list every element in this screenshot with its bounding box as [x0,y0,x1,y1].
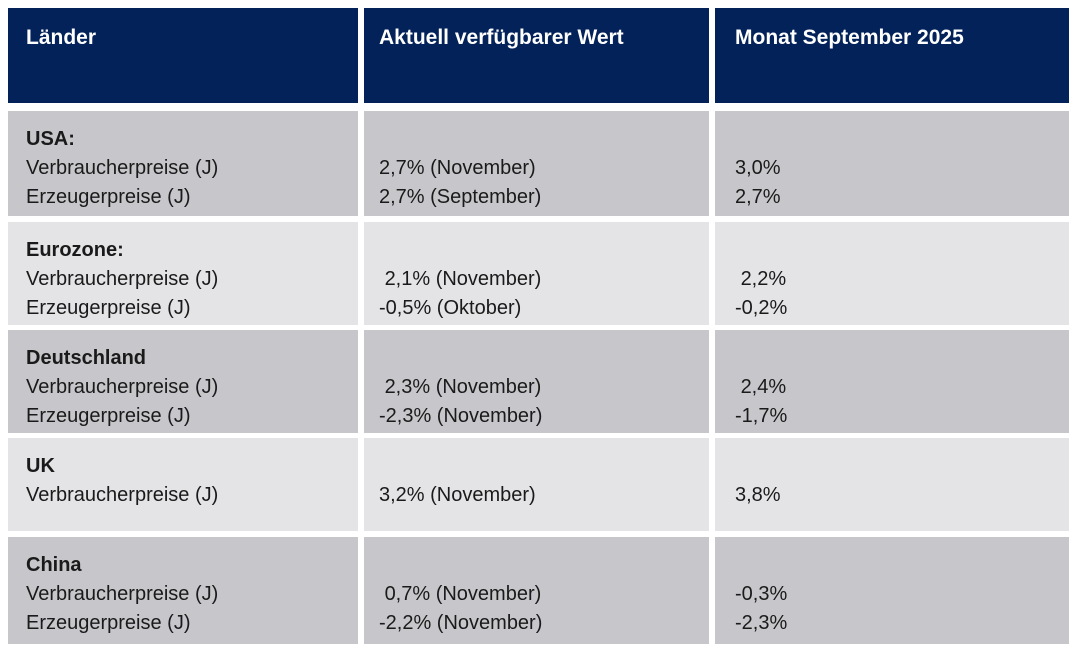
country-name: Deutschland [26,347,147,369]
header-label-september: Monat September 2025 [735,26,964,49]
spacer [735,236,1061,265]
spacer [379,344,701,373]
metric-labels: Verbraucherpreise (J) Erzeugerpreise (J) [26,157,219,208]
current-values: 2,3% (November) -2,3% (November) [379,376,543,427]
spacer [379,125,701,154]
september-cell: -0,3% -2,3% [715,537,1069,644]
spacer [379,452,701,481]
country-name: USA: [26,128,75,150]
spacer [735,551,1061,580]
country-cell: UK Verbraucherpreise (J) [8,438,358,531]
country-cell: USA: Verbraucherpreise (J) Erzeugerpreis… [8,111,358,216]
current-values: 0,7% (November) -2,2% (November) [379,583,543,634]
september-cell: 3,0% 2,7% [715,111,1069,216]
header-cell-september: Monat September 2025 [715,8,1069,103]
spacer [735,344,1061,373]
september-values: 3,0% 2,7% [735,157,781,208]
spacer [735,452,1061,481]
spacer [379,551,701,580]
september-values: 2,4% -1,7% [735,376,788,427]
current-value-cell: 3,2% (November) [364,438,709,531]
metric-labels: Verbraucherpreise (J) Erzeugerpreise (J) [26,376,219,427]
country-cell: Eurozone: Verbraucherpreise (J) Erzeuger… [8,222,358,325]
table-row-usa: USA: Verbraucherpreise (J) Erzeugerpreis… [8,111,1069,216]
september-values: 3,8% [735,484,781,506]
header-label-current-value: Aktuell verfügbarer Wert [379,26,624,49]
current-value-cell: 0,7% (November) -2,2% (November) [364,537,709,644]
country-name: UK [26,455,55,477]
country-name: China [26,554,82,576]
current-values: 3,2% (November) [379,484,536,506]
current-values: 2,1% (November) -0,5% (Oktober) [379,268,542,319]
september-cell: 2,4% -1,7% [715,330,1069,433]
metric-labels: Verbraucherpreise (J) [26,484,219,506]
current-values: 2,7% (November) 2,7% (September) [379,157,542,208]
header-cell-current-value: Aktuell verfügbarer Wert [364,8,709,103]
table-row-china: China Verbraucherpreise (J) Erzeugerprei… [8,537,1069,644]
current-value-cell: 2,3% (November) -2,3% (November) [364,330,709,433]
header-label-laender: Länder [26,26,97,49]
table-row-eurozone: Eurozone: Verbraucherpreise (J) Erzeuger… [8,222,1069,325]
table-row-uk: UK Verbraucherpreise (J) 3,2% (November)… [8,438,1069,531]
header-cell-laender: Länder [8,8,358,103]
table-row-deutschland: Deutschland Verbraucherpreise (J) Erzeug… [8,330,1069,433]
inflation-table: Länder Aktuell verfügbarer Wert Monat Se… [8,8,1069,644]
september-values: -0,3% -2,3% [735,583,788,634]
metric-labels: Verbraucherpreise (J) Erzeugerpreise (J) [26,268,219,319]
september-values: 2,2% -0,2% [735,268,788,319]
country-name: Eurozone: [26,239,124,261]
september-cell: 3,8% [715,438,1069,531]
metric-labels: Verbraucherpreise (J) Erzeugerpreise (J) [26,583,219,634]
header-row: Länder Aktuell verfügbarer Wert Monat Se… [8,8,1069,103]
spacer [379,236,701,265]
september-cell: 2,2% -0,2% [715,222,1069,325]
spacer [735,125,1061,154]
current-value-cell: 2,7% (November) 2,7% (September) [364,111,709,216]
country-cell: Deutschland Verbraucherpreise (J) Erzeug… [8,330,358,433]
current-value-cell: 2,1% (November) -0,5% (Oktober) [364,222,709,325]
country-cell: China Verbraucherpreise (J) Erzeugerprei… [8,537,358,644]
